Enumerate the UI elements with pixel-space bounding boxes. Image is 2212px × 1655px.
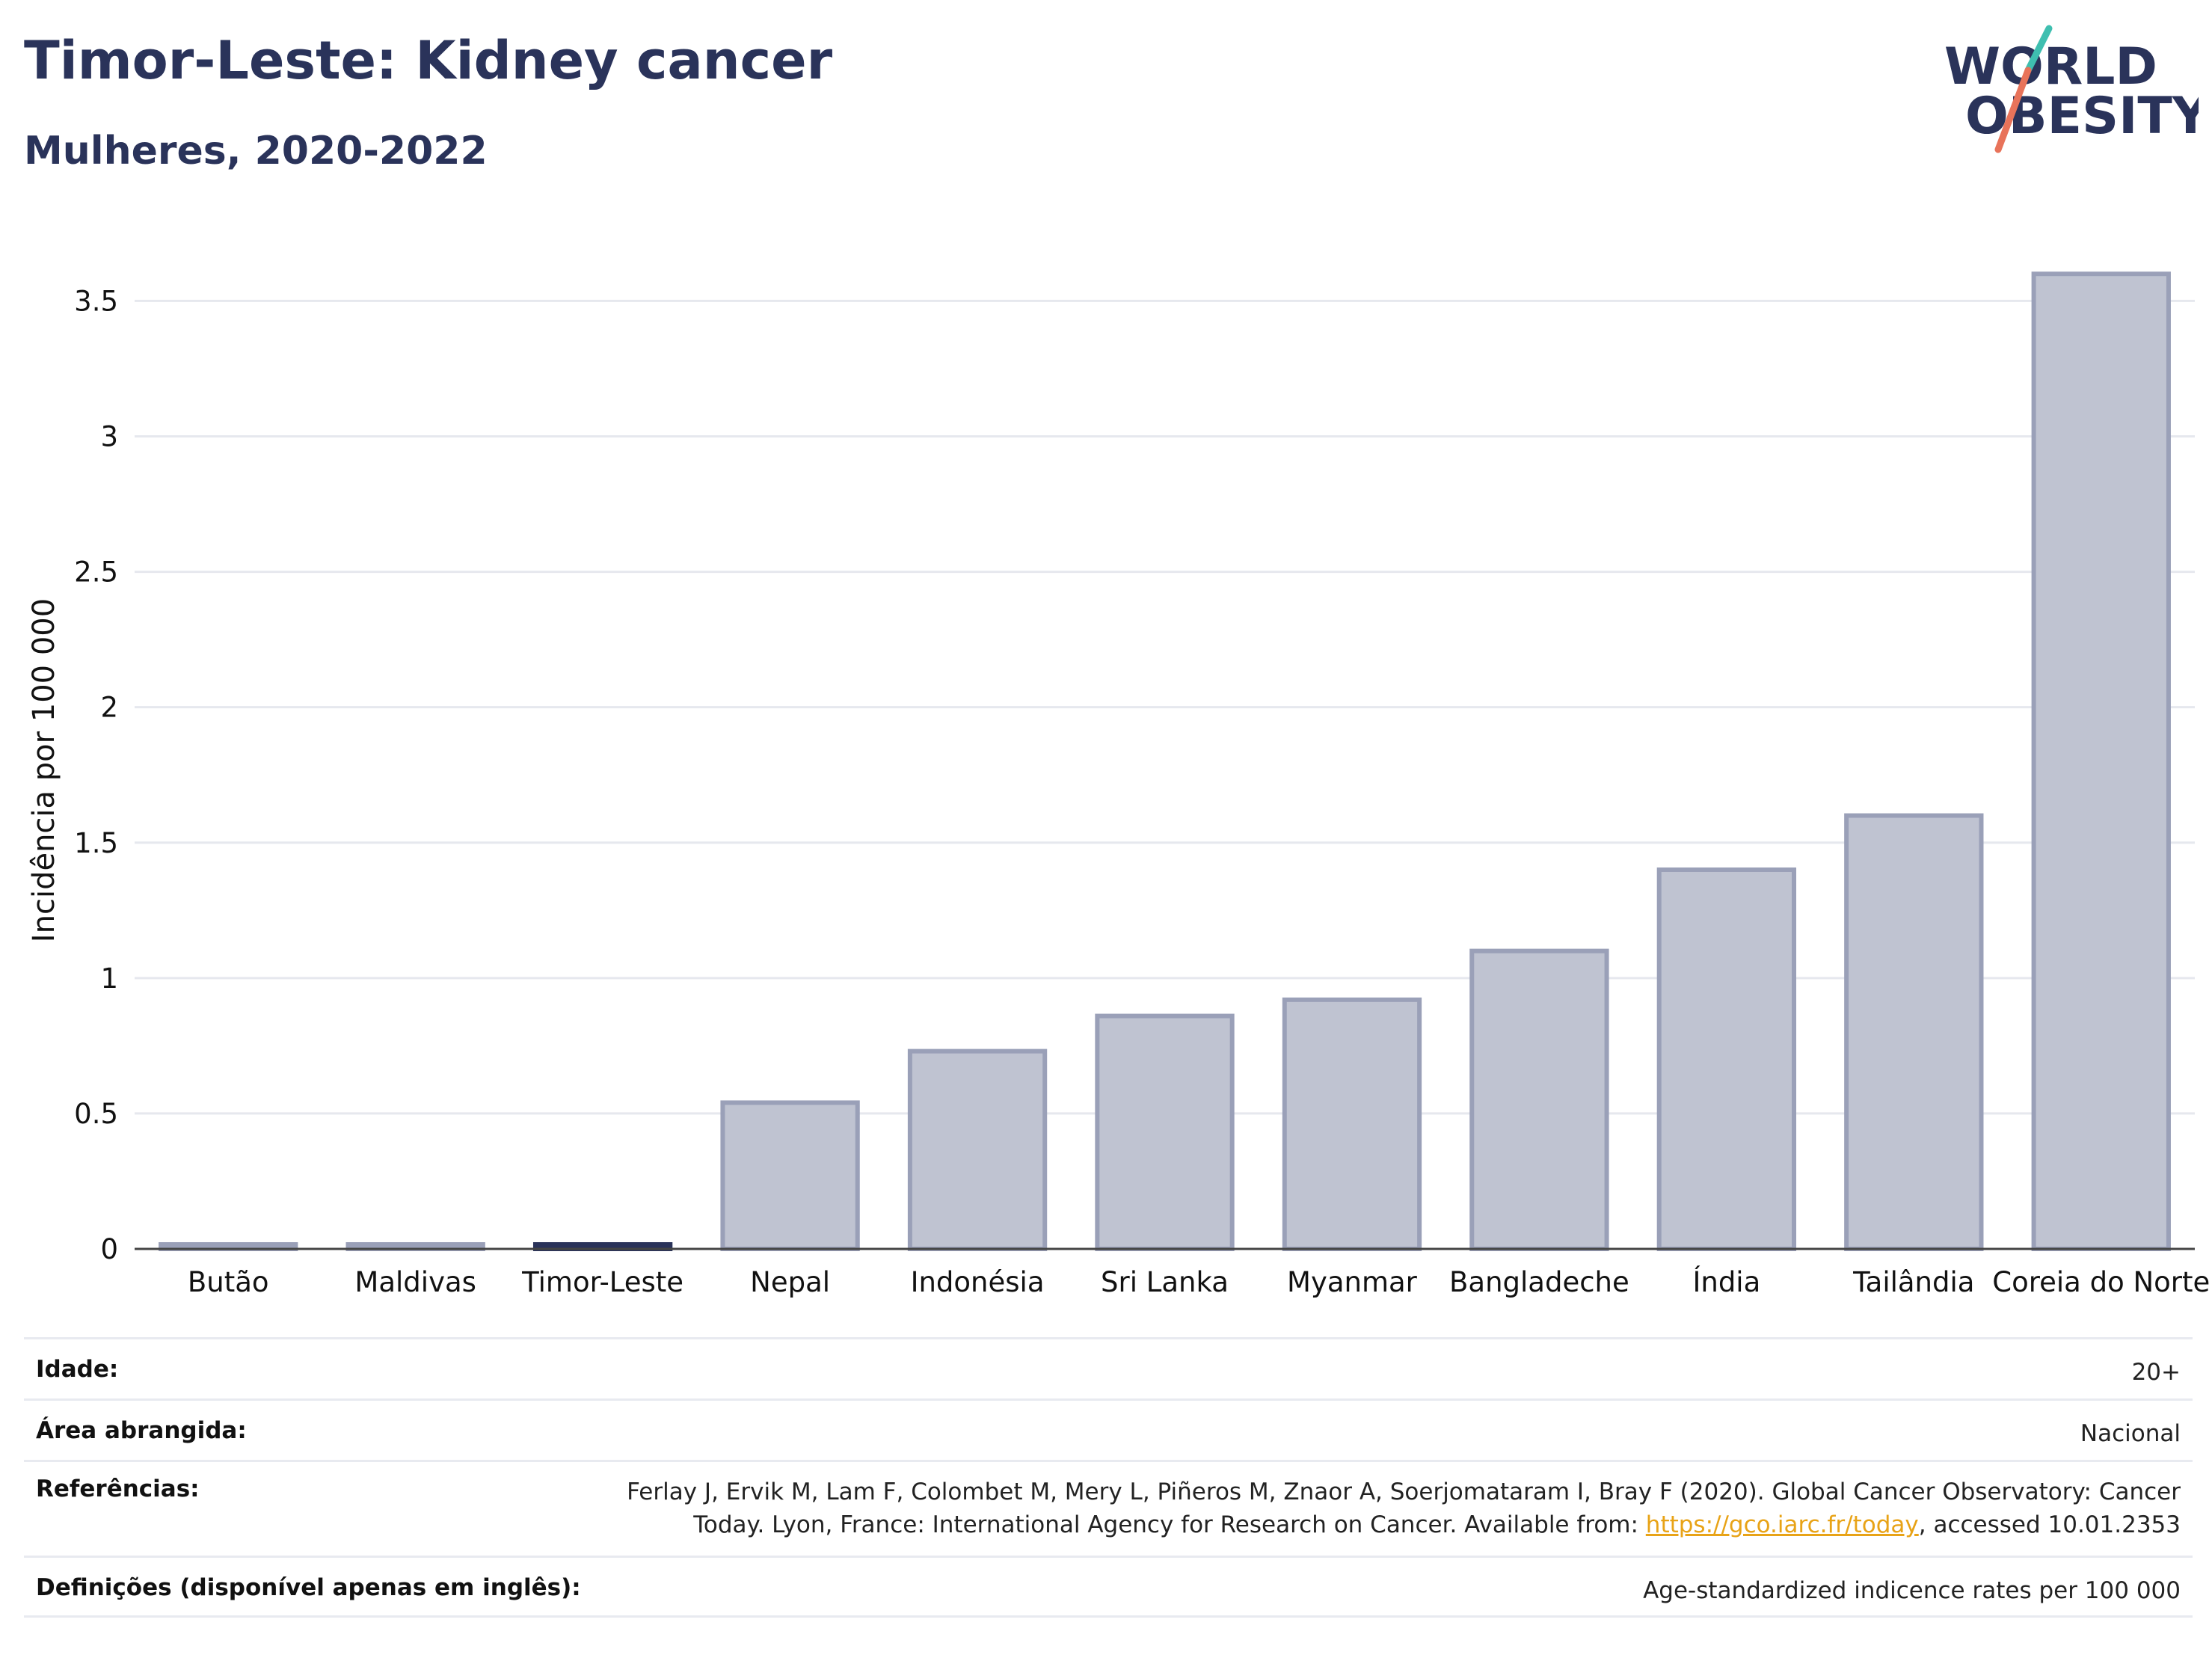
bar-bangladeche[interactable] [1469,948,1609,1251]
x-tick-label: Sri Lanka [1101,1266,1229,1298]
y-tick-label: 1.5 [74,827,118,859]
metadata-table: Idade: 20+ Área abrangida: Nacional Refe… [24,1337,2193,1615]
x-tick-label: Myanmar [1287,1266,1418,1298]
x-tick-label: Bangladeche [1449,1266,1629,1298]
y-axis: 0 0.5 1 1.5 2 2.5 3 3.5 [74,285,118,1265]
meta-value: Nacional [2080,1420,2181,1447]
reference-line2-end: , accessed 10.01.2353 [1918,1511,2181,1538]
x-axis: Butão Maldivas Timor-Leste Nepal Indonésia Sr… [135,1247,2210,1298]
x-tick-label: Timor-Leste [521,1266,683,1298]
y-tick-label: 0 [100,1233,118,1265]
reference-link[interactable]: https://gco.iarc.fr/today [1645,1511,1919,1538]
meta-row-references: Referências: Ferlay J, Ervik M, Lam F, C… [24,1460,2193,1556]
y-tick-label: 2 [100,692,118,724]
x-tick-label: Indonésia [911,1266,1045,1298]
y-tick-label: 3.5 [74,285,118,317]
bar-chart: Butão Maldivas Timor-Leste Nepal Indonésia Sr… [27,271,2210,1298]
x-tick-label: Coreia do Norte [1992,1266,2210,1298]
y-tick-label: 0.5 [74,1098,118,1130]
reference-line1: Ferlay J, Ervik M, Lam F, Colombet M, Me… [627,1479,2181,1505]
bar-nepal[interactable] [720,1100,860,1251]
x-tick-label: Tailândia [1852,1266,1974,1298]
x-tick-label: Índia [1692,1265,1760,1298]
y-tick-label: 2.5 [74,556,118,589]
bar-myanmar[interactable] [1282,997,1422,1251]
y-tick-label: 3 [100,421,118,453]
bar-indon-sia[interactable] [907,1048,1048,1251]
meta-key: Referências: [36,1476,200,1502]
logo-slash-top [2024,25,2053,74]
logo-slash-bottom [1994,67,2032,153]
logo-line1: WORLD [1944,37,2157,96]
meta-row-age: Idade: 20+ [24,1337,2193,1398]
bars [159,271,2171,1252]
meta-value: 20+ [2131,1359,2181,1386]
meta-key: Idade: [36,1356,119,1383]
x-tick-label: Nepal [750,1266,830,1298]
chart-title: Timor-Leste: Kidney cancer [24,30,833,91]
meta-key: Definições (disponível apenas em inglês)… [36,1574,581,1601]
y-axis-label: Incidência por 100 000 [27,598,61,942]
bar--ndia[interactable] [1656,867,1797,1252]
meta-row-area: Área abrangida: Nacional [24,1398,2193,1460]
meta-key: Área abrangida: [36,1417,247,1444]
bar-sri-lanka[interactable] [1095,1013,1235,1251]
bar-coreia-do-norte[interactable] [2031,271,2171,1252]
chart-subtitle: Mulheres, 2020-2022 [24,129,488,174]
meta-value: Age-standardized indicence rates per 100… [1643,1577,2181,1604]
meta-row-definitions: Definições (disponível apenas em inglês)… [24,1556,2193,1615]
meta-value: Ferlay J, Ervik M, Lam F, Colombet M, Me… [627,1476,2181,1541]
meta-bottom-border [24,1615,2193,1618]
bar-tail-ndia[interactable] [1844,813,1984,1251]
x-tick-label: Maldivas [354,1266,476,1298]
world-obesity-logo: WORLD OBESITY [1944,25,2199,153]
y-tick-label: 1 [100,962,118,995]
reference-line2: Today. Lyon, France: International Agenc… [693,1511,1646,1538]
x-tick-label: Butão [188,1266,269,1298]
